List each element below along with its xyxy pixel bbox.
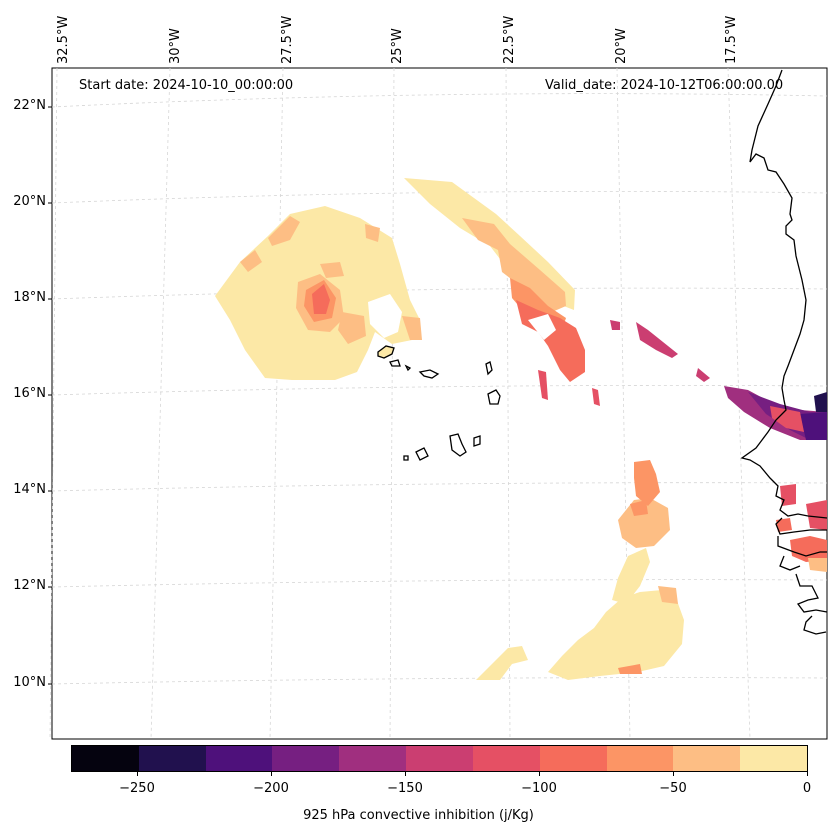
colorbar-tick: −100 <box>521 781 557 796</box>
colorbar-swatch <box>72 746 139 771</box>
island-santo-antao <box>377 345 395 359</box>
colorbar <box>71 745 808 772</box>
island-santiago <box>449 433 467 457</box>
colorbar-swatch <box>606 746 674 771</box>
lat-label: 14°N <box>13 482 46 497</box>
cin-south-salmon <box>634 460 660 506</box>
cin-band-orange <box>462 218 566 312</box>
cin-coast-red2 <box>806 500 827 530</box>
cin-west-orange3 <box>365 224 380 242</box>
africa-coast <box>740 69 828 635</box>
lon-label: 20°W <box>614 28 629 64</box>
cin-south-salmon3 <box>618 664 642 674</box>
colorbar-swatch <box>205 746 273 771</box>
lat-label: 22°N <box>13 98 46 113</box>
cin-coast-orange <box>808 558 827 572</box>
lon-label: 32.5°W <box>56 15 71 64</box>
cin-west-orange6 <box>338 312 366 344</box>
colorbar-swatch <box>539 746 607 771</box>
island-sal <box>485 361 493 376</box>
cin-south-yellow3 <box>612 548 650 604</box>
colorbar-tick: −250 <box>119 781 155 796</box>
island-fogo <box>415 447 429 461</box>
island-boa-vista <box>487 389 501 405</box>
cin-coast-red4 <box>776 518 792 532</box>
lat-label: 16°N <box>13 386 46 401</box>
lat-label: 20°N <box>13 194 46 209</box>
map-frame <box>51 67 828 740</box>
cin-west-red <box>312 284 330 314</box>
cin-west-orange2 <box>240 250 262 272</box>
coastlines <box>377 69 828 635</box>
lon-label: 30°W <box>168 28 183 64</box>
cin-band-bit1 <box>538 370 548 400</box>
cin-east-red <box>770 406 804 432</box>
lat-label: 18°N <box>13 290 46 305</box>
colorbar-swatch <box>472 746 540 771</box>
island-brava <box>403 455 409 461</box>
cin-east-band2 <box>696 368 710 382</box>
lon-label: 27.5°W <box>280 15 295 64</box>
cin-south-salmon2 <box>630 500 648 516</box>
cin-coast-red3 <box>790 536 827 562</box>
cin-west-hole <box>368 294 402 338</box>
cin-south-yellow <box>476 646 528 680</box>
lon-label: 22.5°W <box>502 15 517 64</box>
cin-south-yellow2 <box>548 590 684 680</box>
valid-date-label: Valid_date: 2024-10-12T06:00:00.00 <box>545 78 784 93</box>
cin-south-orange2 <box>658 586 678 604</box>
colorbar-tick: −150 <box>387 781 423 796</box>
colorbar-tick: −50 <box>659 781 687 796</box>
colorbar-swatch <box>138 746 206 771</box>
colorbar-swatch <box>740 746 807 771</box>
lon-label: 17.5°W <box>724 15 739 64</box>
colorbar-swatch <box>339 746 407 771</box>
island-santa-luzia <box>404 364 412 372</box>
island-maio <box>473 435 481 447</box>
cin-west-orange4 <box>320 262 344 278</box>
cin-band-hole <box>528 314 556 340</box>
colorbar-swatch <box>406 746 473 771</box>
lat-label: 10°N <box>13 675 46 690</box>
colorbar-tick: 0 <box>802 781 812 796</box>
cin-west-orange1 <box>268 216 300 246</box>
cin-band-bit2 <box>592 388 600 406</box>
colorbar-tick: −200 <box>253 781 289 796</box>
lat-label: 12°N <box>13 578 46 593</box>
island-sao-nicolau <box>418 369 440 379</box>
cin-east-band6 <box>814 392 827 412</box>
cin-east-pink <box>610 320 620 330</box>
cin-field <box>215 178 827 680</box>
lon-label: 25°W <box>390 28 405 64</box>
cin-east-band5 <box>800 412 827 440</box>
start-date-label: Start date: 2024-10-10_00:00:00 <box>79 78 294 93</box>
colorbar-label: 925 hPa convective inhibition (j/Kg) <box>303 808 534 823</box>
island-sao-vicente <box>389 359 401 367</box>
cin-west-orange7 <box>402 316 422 340</box>
colorbar-swatch <box>272 746 340 771</box>
cin-east-band <box>636 322 678 358</box>
lat-ticks <box>48 106 52 685</box>
cin-south-orange <box>618 498 670 548</box>
colorbar-swatch <box>673 746 741 771</box>
